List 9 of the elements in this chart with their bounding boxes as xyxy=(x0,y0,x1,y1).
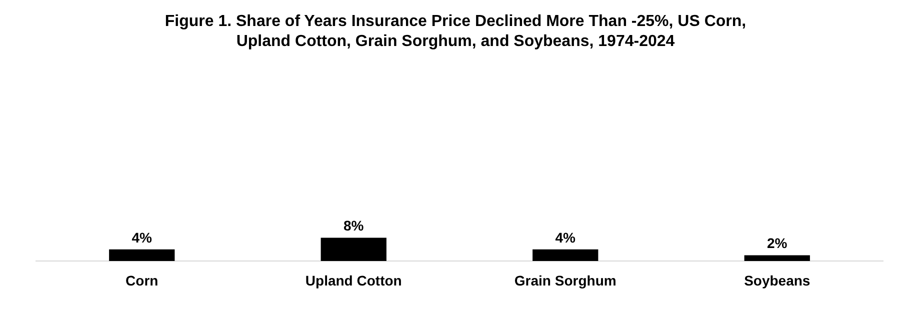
data-label: 2% xyxy=(767,235,788,252)
x-tick-label: Upland Cotton xyxy=(305,272,402,288)
data-label: 8% xyxy=(344,218,364,234)
x-tick-label: Soybeans xyxy=(744,272,810,288)
x-tick-label: Grain Sorghum xyxy=(514,272,616,288)
data-label: 4% xyxy=(555,229,576,246)
x-tick-label: Corn xyxy=(126,272,158,288)
chart-title: Figure 1. Share of Years Insurance Price Declined More Than -25%, US Corn, Upland Cotton, Grain Sorghum, and Soybeans, 1974-2024 xyxy=(164,12,748,52)
data-label: 4% xyxy=(132,229,153,246)
